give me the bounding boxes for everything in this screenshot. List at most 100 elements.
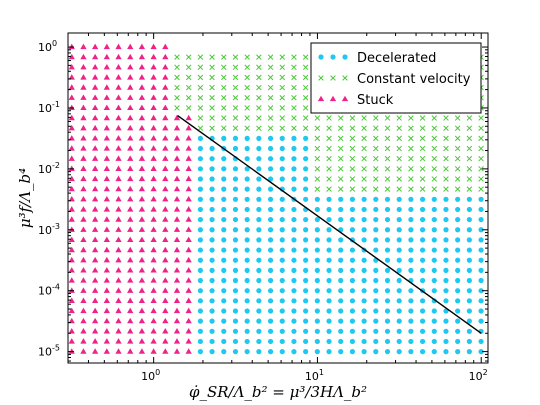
stuck-point [162, 43, 169, 50]
decelerated-point [221, 298, 227, 304]
constant-velocity-point [221, 64, 227, 71]
decelerated-point [197, 145, 203, 152]
decelerated-point [303, 237, 309, 243]
decelerated-point [197, 166, 203, 172]
decelerated-point [408, 227, 414, 233]
decelerated-point [256, 298, 262, 304]
stuck-point [185, 287, 192, 293]
constant-velocity-point [373, 176, 379, 182]
legend-stuck-marker [317, 95, 325, 102]
decelerated-point [256, 186, 262, 192]
decelerated-point [267, 135, 274, 141]
stuck-point [115, 63, 122, 70]
constant-velocity-point [221, 115, 227, 121]
decelerated-point [291, 318, 297, 324]
decelerated-point [291, 166, 297, 172]
stuck-point [115, 267, 122, 273]
decelerated-point [478, 338, 484, 345]
stuck-point [103, 277, 110, 283]
constant-velocity-point [419, 176, 426, 182]
constant-velocity-point [279, 125, 286, 131]
constant-velocity-point [279, 84, 286, 91]
decelerated-point [338, 298, 344, 304]
constant-velocity-point [408, 166, 414, 172]
decelerated-point [267, 298, 274, 304]
decelerated-point [478, 257, 484, 263]
stuck-point [103, 84, 110, 90]
stuck-point [80, 175, 87, 182]
stuck-point [173, 256, 181, 263]
decelerated-point [244, 196, 250, 202]
decelerated-point [338, 206, 344, 213]
stuck-point [150, 216, 157, 222]
stuck-point [173, 287, 181, 293]
stuck-point [150, 84, 157, 90]
stuck-point [162, 307, 169, 314]
legend-decelerated-label: Decelerated [357, 51, 436, 66]
stuck-point [103, 226, 110, 232]
decelerated-point [338, 328, 344, 334]
decelerated-point [478, 267, 484, 273]
constant-velocity-point [232, 84, 239, 91]
stuck-point [103, 317, 110, 324]
stuck-point [103, 145, 110, 151]
decelerated-point [314, 216, 320, 223]
constant-velocity-point [209, 64, 215, 71]
decelerated-point [209, 318, 215, 324]
stuck-point [92, 338, 99, 344]
constant-velocity-point [408, 135, 414, 142]
stuck-point [138, 145, 146, 151]
decelerated-point [232, 227, 239, 233]
decelerated-point [466, 206, 472, 213]
constant-velocity-point [454, 135, 461, 142]
constant-velocity-point [244, 74, 250, 81]
decelerated-point [279, 298, 285, 304]
decelerated-point [279, 166, 285, 172]
constant-velocity-point [326, 155, 332, 162]
decelerated-point [197, 156, 203, 162]
decelerated-point [314, 237, 320, 243]
decelerated-point [314, 196, 320, 202]
constant-velocity-point [373, 166, 379, 172]
decelerated-point [267, 349, 274, 355]
decelerated-point [256, 145, 262, 152]
decelerated-point [279, 196, 285, 202]
y-tick-label: 10-5 [38, 344, 60, 359]
constant-velocity-point [279, 94, 286, 101]
stuck-point [150, 63, 157, 70]
stuck-point [162, 165, 169, 171]
decelerated-point [478, 308, 484, 314]
decelerated-point [256, 277, 262, 284]
stuck-point [127, 63, 134, 70]
stuck-point [92, 348, 99, 354]
stuck-point [150, 155, 157, 161]
stuck-point [115, 226, 122, 232]
decelerated-point [244, 156, 250, 162]
constant-velocity-point [209, 125, 215, 131]
decelerated-point [455, 237, 461, 243]
constant-velocity-point [279, 115, 286, 121]
constant-velocity-point [337, 176, 344, 182]
stuck-point [162, 74, 169, 80]
decelerated-point [267, 216, 274, 223]
decelerated-point [209, 166, 215, 172]
decelerated-point [361, 267, 367, 273]
stuck-point [103, 267, 110, 273]
constant-velocity-point [291, 115, 297, 121]
decelerated-point [326, 338, 332, 345]
stuck-point [150, 307, 157, 314]
stuck-point [80, 267, 87, 273]
stuck-point [150, 277, 157, 283]
constant-velocity-point [478, 166, 484, 172]
stuck-point [68, 317, 75, 324]
constant-velocity-point [349, 125, 356, 131]
stuck-point [150, 236, 157, 243]
constant-velocity-point [267, 64, 274, 71]
stuck-point [115, 256, 122, 263]
decelerated-point [384, 227, 391, 233]
decelerated-point [419, 267, 426, 273]
decelerated-point [326, 227, 332, 233]
decelerated-point [256, 247, 262, 253]
decelerated-point [256, 216, 262, 223]
decelerated-point [466, 318, 472, 324]
